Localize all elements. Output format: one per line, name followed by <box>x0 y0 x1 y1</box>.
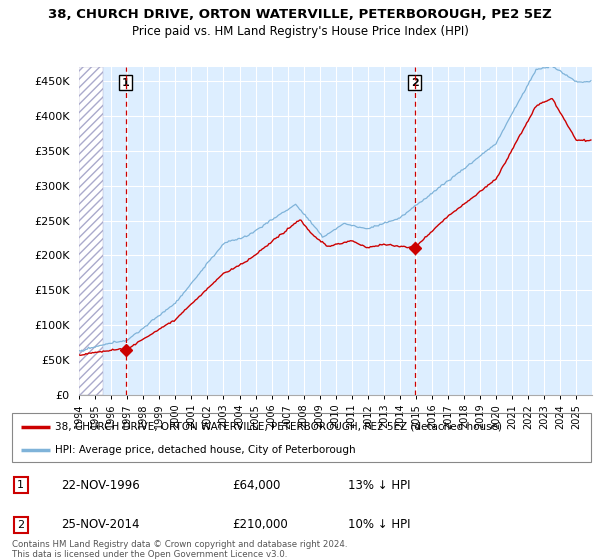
Text: 38, CHURCH DRIVE, ORTON WATERVILLE, PETERBOROUGH, PE2 5EZ (detached house): 38, CHURCH DRIVE, ORTON WATERVILLE, PETE… <box>55 422 502 432</box>
Text: Contains HM Land Registry data © Crown copyright and database right 2024.
This d: Contains HM Land Registry data © Crown c… <box>12 540 347 559</box>
Text: 1: 1 <box>122 77 130 87</box>
Text: Price paid vs. HM Land Registry's House Price Index (HPI): Price paid vs. HM Land Registry's House … <box>131 25 469 38</box>
Text: 10% ↓ HPI: 10% ↓ HPI <box>348 519 410 531</box>
Text: 1: 1 <box>17 480 24 490</box>
Text: £64,000: £64,000 <box>232 479 280 492</box>
Text: HPI: Average price, detached house, City of Peterborough: HPI: Average price, detached house, City… <box>55 445 356 455</box>
Text: 13% ↓ HPI: 13% ↓ HPI <box>348 479 410 492</box>
Text: £210,000: £210,000 <box>232 519 288 531</box>
Text: 38, CHURCH DRIVE, ORTON WATERVILLE, PETERBOROUGH, PE2 5EZ: 38, CHURCH DRIVE, ORTON WATERVILLE, PETE… <box>48 8 552 21</box>
Text: 2: 2 <box>410 77 418 87</box>
Text: 22-NOV-1996: 22-NOV-1996 <box>61 479 140 492</box>
Text: 25-NOV-2014: 25-NOV-2014 <box>61 519 140 531</box>
Text: 2: 2 <box>17 520 24 530</box>
